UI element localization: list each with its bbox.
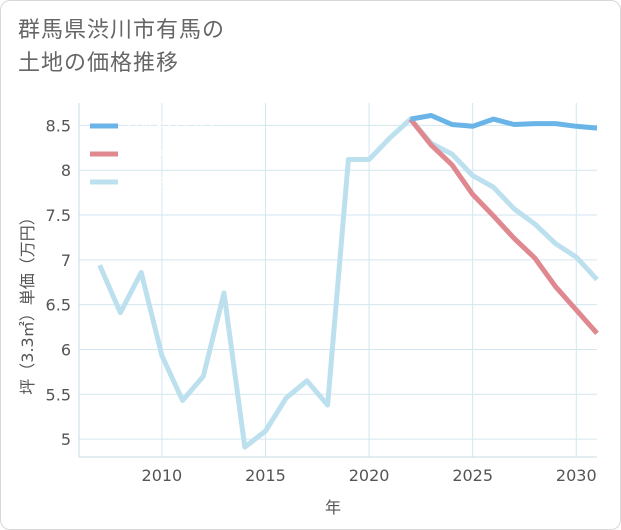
y-tick-label-3: 6.5	[46, 296, 71, 315]
legend-label-2: ノーマルシナリオ	[127, 176, 231, 191]
y-axis-title: 坪（3.3㎡）単価（万円）	[18, 209, 37, 394]
legend-label-1: バッドシナリオ	[127, 148, 218, 163]
legend-label-0: グッドシナリオ	[127, 120, 218, 135]
chart-title: 群馬県渋川市有馬の 土地の価格推移	[18, 14, 458, 80]
x-tick-label-1: 2015	[245, 466, 286, 485]
y-tick-label-2: 6	[61, 340, 71, 359]
y-tick-label-4: 7	[61, 251, 71, 270]
series-line-2	[97, 116, 599, 450]
x-tick-label-3: 2025	[452, 466, 493, 485]
gridlines	[78, 103, 597, 458]
x-axis-title: 年	[325, 498, 341, 517]
y-tick-label-5: 7.5	[46, 206, 71, 225]
y-tick-label-6: 8	[61, 161, 71, 180]
chart-title-line-2: 土地の価格推移	[18, 51, 180, 76]
y-tick-label-7: 8.5	[46, 116, 71, 135]
series-line-0	[410, 113, 598, 131]
y-tick-label-0: 5	[61, 430, 71, 449]
x-tick-label-0: 2010	[142, 466, 183, 485]
y-tick-label-1: 5.5	[46, 385, 71, 404]
chart-title-line-1: 群馬県渋川市有馬の	[18, 18, 226, 43]
x-tick-label-2: 2020	[349, 466, 390, 485]
series-lines	[97, 113, 599, 450]
tick-labels: 5 5.5 6 6.5 7 7.5 8 8.5 2010 2015 2020 2025 2030	[46, 116, 597, 485]
x-tick-label-4: 2030	[556, 466, 597, 485]
series-line-1	[408, 117, 599, 335]
